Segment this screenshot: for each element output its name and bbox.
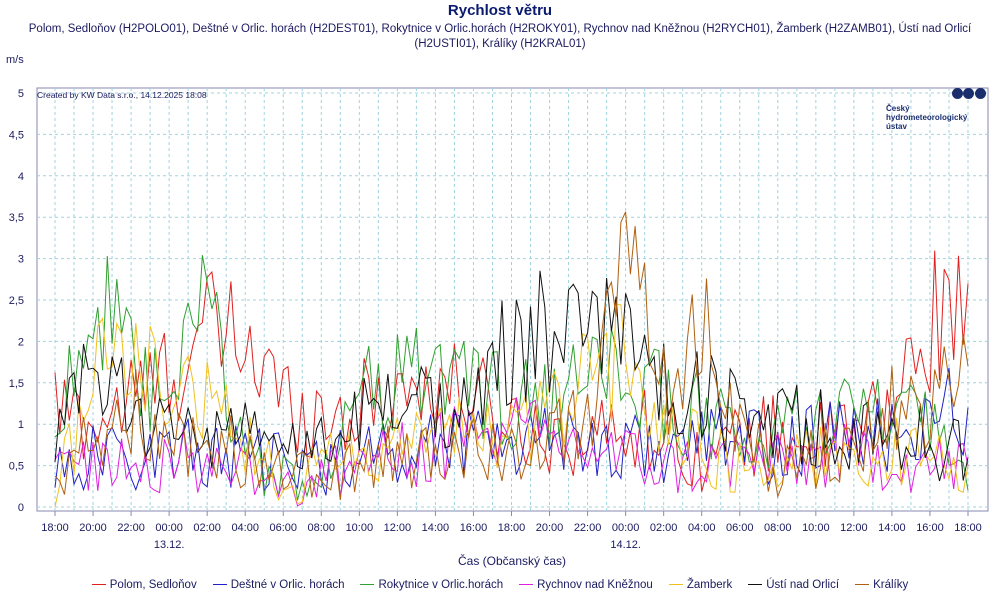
x-tick-label: 10:00: [802, 522, 830, 534]
series-line: [54, 211, 969, 501]
grid-lines: [37, 88, 988, 511]
x-axis-label: Čas (Občanský čas): [458, 553, 566, 568]
series-line: [54, 367, 969, 496]
x-tick-label: 12:00: [840, 522, 868, 534]
x-axis-ticks: 18:00 20:00 22:00 00:00 02:00 04:00 06:00 08:00…: [41, 511, 982, 551]
x-tick-label: 06:00: [269, 522, 297, 534]
x-date-label: 13.12.: [154, 539, 185, 551]
x-tick-label: 00:00: [155, 522, 183, 534]
legend-item[interactable]: Polom, Sedloňov: [91, 579, 197, 591]
y-tick-label: 3,5: [9, 212, 24, 224]
legend-item[interactable]: Deštné v Orlic. horách: [212, 579, 345, 591]
logo-line-2: hydrometeorologický: [886, 113, 968, 122]
legend-label: Polom, Sedloňov: [109, 579, 197, 591]
x-tick-label: 16:00: [916, 522, 944, 534]
x-tick-label: 16:00: [460, 522, 488, 534]
x-tick-label: 06:00: [726, 522, 754, 534]
legend-swatch: [212, 584, 227, 586]
series-line: [54, 270, 969, 482]
legend-swatch: [91, 584, 106, 586]
x-tick-label: 12:00: [384, 522, 412, 534]
legend-label: Rychnov nad Kněžnou: [537, 579, 653, 591]
x-tick-label: 02:00: [650, 522, 678, 534]
chmi-logo: Český hydrometeorologický ústav: [886, 88, 986, 131]
x-tick-label: 14:00: [878, 522, 906, 534]
x-tick-label: 00:00: [612, 522, 640, 534]
legend-swatch: [360, 584, 375, 586]
x-tick-label: 08:00: [764, 522, 792, 534]
y-tick-label: 0: [18, 502, 24, 514]
y-tick-label: 1,5: [9, 378, 24, 390]
x-tick-label: 18:00: [954, 522, 982, 534]
y-tick-label: 5: [18, 88, 24, 100]
legend-item[interactable]: Rychnov nad Kněžnou: [519, 579, 653, 591]
x-date-label: 14.12.: [610, 539, 641, 551]
chart-subtitle: Polom, Sedloňov (H2POLO01), Deštné v Orl…: [28, 23, 972, 50]
series-lines: [54, 211, 969, 508]
legend-label: Žamberk: [686, 579, 733, 591]
x-tick-label: 20:00: [536, 522, 564, 534]
y-axis-label: m/s: [6, 54, 24, 66]
legend-label: Rokytnice v Orlic.horách: [378, 579, 504, 591]
y-tick-label: 1: [18, 419, 24, 431]
legend-item[interactable]: Žamberk: [668, 579, 733, 591]
x-tick-label: 02:00: [193, 522, 221, 534]
legend-label: Deštné v Orlic. horách: [230, 579, 345, 591]
series-line: [54, 397, 969, 507]
legend-swatch: [668, 584, 683, 586]
y-tick-label: 3: [18, 254, 24, 266]
y-axis-ticks: 0 0,5 1 1,5 2 2,5 3 3,5 4 4,5 5: [9, 88, 24, 514]
legend-swatch: [748, 584, 763, 586]
x-tick-label: 18:00: [41, 522, 69, 534]
logo-dots-icon: [886, 88, 986, 102]
x-tick-label: 08:00: [308, 522, 336, 534]
x-tick-label: 22:00: [574, 522, 602, 534]
y-tick-label: 2: [18, 336, 24, 348]
x-tick-label: 10:00: [346, 522, 374, 534]
x-tick-label: 04:00: [231, 522, 259, 534]
legend-label: Ústí nad Orlicí: [766, 579, 840, 591]
legend: Polom, Sedloňov Deštné v Orlic. horách Rok…: [0, 579, 1000, 591]
legend-swatch: [855, 584, 870, 586]
y-tick-label: 2,5: [9, 295, 24, 307]
legend-item[interactable]: Králíky: [855, 579, 908, 591]
logo-line-1: Český: [886, 104, 910, 113]
logo-line-3: ústav: [886, 122, 907, 131]
chart-title: Rychlost větru: [447, 2, 553, 19]
x-tick-label: 18:00: [498, 522, 526, 534]
legend-item[interactable]: Ústí nad Orlicí: [748, 579, 839, 591]
legend-label: Králíky: [873, 579, 909, 591]
x-tick-label: 20:00: [79, 522, 107, 534]
x-tick-label: 04:00: [688, 522, 716, 534]
y-tick-label: 4: [18, 171, 24, 183]
legend-item[interactable]: Rokytnice v Orlic.horách: [360, 579, 503, 591]
x-tick-label: 22:00: [117, 522, 145, 534]
y-tick-label: 4,5: [9, 129, 24, 141]
series-line: [54, 255, 969, 501]
y-tick-label: 0,5: [9, 461, 24, 473]
x-tick-label: 14:00: [422, 522, 450, 534]
created-by-note: Created by KW Data s.r.o., 14.12.2025 18…: [37, 90, 207, 100]
legend-swatch: [519, 584, 534, 586]
